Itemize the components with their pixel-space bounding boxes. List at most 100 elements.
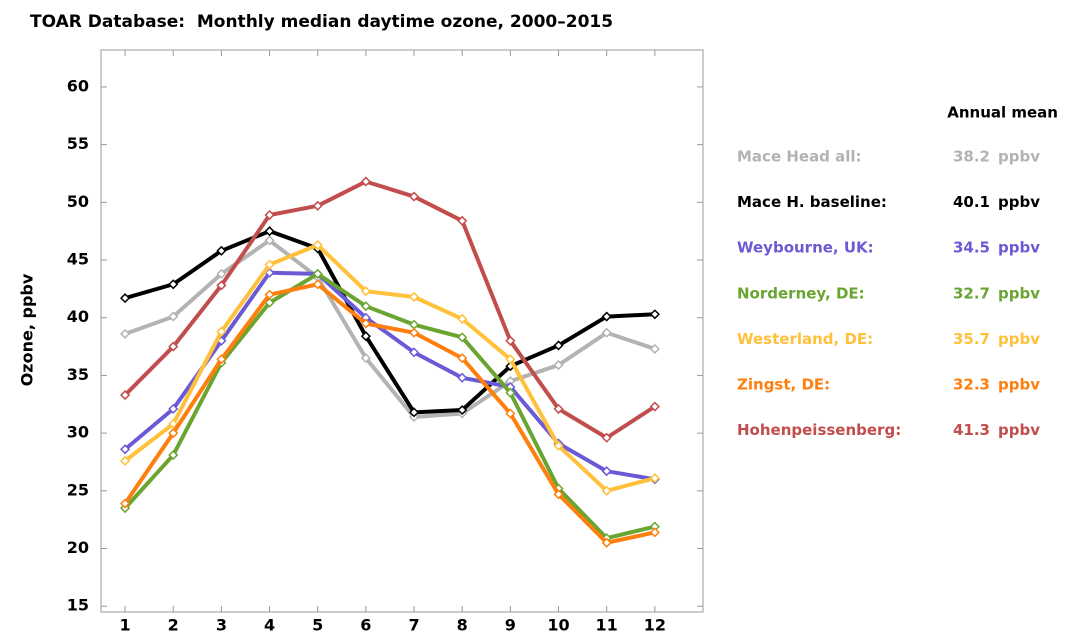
x-tick-label: 1 — [120, 616, 131, 634]
data-point — [457, 372, 468, 383]
data-point — [120, 455, 131, 466]
y-tick-label: 40 — [67, 307, 89, 326]
data-point — [601, 537, 612, 548]
data-point — [216, 268, 227, 279]
annual-mean-unit: ppbv — [998, 193, 1040, 211]
x-tick-label: 11 — [596, 616, 618, 634]
data-point — [649, 473, 660, 484]
y-tick-label: 45 — [67, 250, 89, 269]
series-line — [123, 282, 656, 545]
annual-mean: 32.3 — [953, 376, 990, 394]
x-tick-label: 8 — [457, 616, 468, 634]
legend-title: Annual mean — [947, 104, 1058, 122]
y-tick-label: 15 — [67, 596, 89, 615]
x-tick-label: 5 — [312, 616, 323, 634]
plot-frame — [100, 49, 704, 613]
data-point — [553, 403, 564, 414]
series-line — [124, 229, 655, 415]
annual-mean-unit: ppbv — [998, 239, 1040, 257]
data-point — [264, 226, 275, 237]
data-point — [360, 331, 371, 342]
data-point — [553, 359, 564, 371]
data-point — [168, 418, 179, 429]
data-point — [505, 354, 516, 365]
data-point — [168, 449, 179, 461]
annual-mean: 35.7 — [953, 330, 990, 348]
data-point — [457, 332, 468, 343]
y-axis-label: Ozone, ppbv — [18, 273, 37, 386]
data-point — [312, 279, 323, 290]
legend-label: Hohenpeissenberg: — [737, 421, 901, 439]
data-point — [264, 289, 275, 300]
data-point — [408, 191, 420, 202]
series-line — [123, 179, 656, 440]
data-point — [168, 311, 179, 322]
data-point — [216, 354, 227, 365]
data-point — [408, 291, 420, 303]
x-tick-label: 10 — [547, 616, 569, 634]
data-point — [120, 389, 131, 401]
data-point — [601, 466, 612, 477]
annual-mean: 40.1 — [953, 193, 990, 211]
x-tick-label: 9 — [505, 616, 516, 634]
legend-label: Norderney, DE: — [737, 284, 865, 302]
series-line — [123, 243, 656, 493]
y-tick-label: 50 — [67, 192, 89, 211]
data-point — [553, 340, 564, 351]
y-tick-label: 20 — [67, 538, 89, 557]
data-point — [457, 215, 468, 226]
data-point — [120, 498, 131, 509]
legend: Mace Head all: 38.2 ppbv Mace H. baseline: 4… — [737, 148, 1040, 440]
data-point — [457, 313, 468, 324]
chart-title: TOAR Database: Monthly median daytime oz… — [30, 12, 613, 32]
data-point — [360, 286, 371, 297]
data-point — [408, 347, 420, 358]
data-point — [360, 176, 371, 187]
data-point — [649, 343, 660, 354]
data-point — [312, 239, 323, 251]
data-point — [216, 245, 227, 256]
data-point — [360, 353, 371, 364]
series-line — [123, 271, 656, 541]
annual-mean: 34.5 — [953, 239, 990, 257]
data-point — [553, 440, 564, 451]
series-line — [124, 238, 656, 419]
data-point — [168, 279, 179, 290]
data-point — [216, 326, 227, 337]
data-point — [216, 280, 227, 291]
data-point — [457, 404, 468, 416]
x-tick-label: 6 — [360, 616, 371, 634]
data-point — [505, 408, 516, 419]
data-point — [649, 401, 660, 412]
y-tick-label: 25 — [67, 480, 89, 499]
data-point — [120, 328, 131, 339]
data-point — [601, 311, 612, 322]
data-point — [505, 387, 516, 398]
data-point — [264, 259, 275, 270]
x-tick-label: 3 — [216, 616, 227, 634]
annual-mean: 41.3 — [953, 421, 990, 439]
data-point — [312, 200, 323, 211]
data-point — [168, 403, 179, 414]
data-point — [120, 444, 131, 455]
data-point — [649, 309, 660, 320]
data-point — [601, 327, 612, 338]
y-tick-label: 30 — [67, 423, 89, 442]
x-tick-label: 12 — [644, 616, 666, 634]
data-point — [360, 301, 371, 312]
legend-label: Mace H. baseline: — [737, 193, 887, 211]
annual-mean-unit: ppbv — [998, 148, 1040, 166]
y-tick-label: 35 — [67, 365, 89, 384]
data-point — [601, 485, 612, 496]
annual-mean-unit: ppbv — [998, 421, 1040, 439]
data-point — [264, 235, 275, 246]
y-tick-label: 55 — [67, 134, 89, 153]
data-point — [312, 268, 323, 279]
annual-mean: 38.2 — [953, 148, 990, 166]
data-point — [120, 293, 131, 304]
data-point — [553, 489, 564, 500]
data-point — [601, 432, 612, 443]
data-point — [408, 407, 420, 418]
annual-mean-unit: ppbv — [998, 284, 1040, 302]
